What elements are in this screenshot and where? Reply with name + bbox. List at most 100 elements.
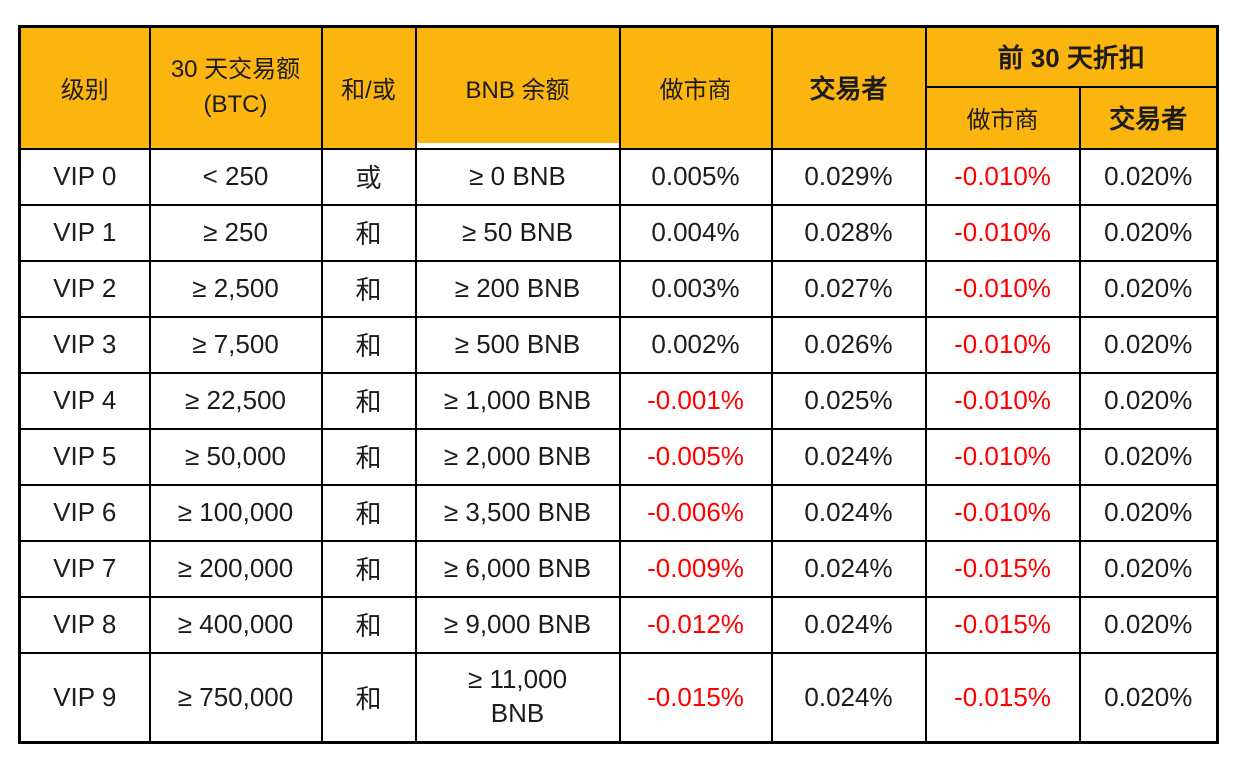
cell-discount-maker-fee: -0.010% bbox=[924, 203, 1081, 262]
cell-volume: ≥ 400,000 bbox=[148, 595, 323, 654]
cell-volume: ≥ 200,000 bbox=[148, 539, 323, 598]
cell-volume: ≥ 100,000 bbox=[148, 483, 323, 542]
header-volume-line1: 30 天交易额 bbox=[170, 55, 301, 83]
cell-volume: ≥ 2,500 bbox=[148, 259, 323, 318]
cell-discount-taker-fee: 0.020% bbox=[1078, 483, 1219, 542]
header-bnb-balance: BNB 余额 bbox=[414, 25, 621, 150]
cell-discount-maker-fee: -0.010% bbox=[924, 315, 1081, 374]
cell-bnb-balance: ≥ 0 BNB bbox=[414, 147, 621, 206]
cell-taker-fee: 0.024% bbox=[770, 539, 927, 598]
cell-level: VIP 5 bbox=[18, 427, 151, 486]
cell-bnb-balance: ≥ 6,000 BNB bbox=[414, 539, 621, 598]
cell-discount-taker-fee: 0.020% bbox=[1078, 315, 1219, 374]
cell-level: VIP 8 bbox=[18, 595, 151, 654]
header-volume-line2: (BTC) bbox=[203, 90, 268, 118]
cell-taker-fee: 0.028% bbox=[770, 203, 927, 262]
cell-and-or: 和 bbox=[320, 483, 417, 542]
cell-discount-maker-fee: -0.015% bbox=[924, 651, 1081, 744]
cell-and-or: 和 bbox=[320, 651, 417, 744]
cell-taker-fee: 0.024% bbox=[770, 483, 927, 542]
cell-discount-maker-fee: -0.010% bbox=[924, 147, 1081, 206]
cell-maker-fee: -0.015% bbox=[618, 651, 773, 744]
header-maker: 做市商 bbox=[618, 25, 773, 150]
cell-discount-taker-fee: 0.020% bbox=[1078, 427, 1219, 486]
cell-level: VIP 9 bbox=[18, 651, 151, 744]
cell-volume: < 250 bbox=[148, 147, 323, 206]
table-row: VIP 3 ≥ 7,500 和 ≥ 500 BNB 0.002% 0.026% … bbox=[18, 315, 1219, 374]
cell-maker-fee: 0.005% bbox=[618, 147, 773, 206]
cell-and-or: 和 bbox=[320, 315, 417, 374]
cell-discount-taker-fee: 0.020% bbox=[1078, 259, 1219, 318]
cell-taker-fee: 0.029% bbox=[770, 147, 927, 206]
cell-taker-fee: 0.024% bbox=[770, 595, 927, 654]
cell-discount-maker-fee: -0.010% bbox=[924, 427, 1081, 486]
table-row: VIP 4 ≥ 22,500 和 ≥ 1,000 BNB -0.001% 0.0… bbox=[18, 371, 1219, 430]
cell-discount-maker-fee: -0.010% bbox=[924, 371, 1081, 430]
cell-maker-fee: -0.012% bbox=[618, 595, 773, 654]
cell-volume: ≥ 250 bbox=[148, 203, 323, 262]
cell-bnb-balance: ≥ 1,000 BNB bbox=[414, 371, 621, 430]
cell-and-or: 和 bbox=[320, 203, 417, 262]
table-header: 级别 30 天交易额 (BTC) 和/或 BNB 余额 做市商 交易者 前 30… bbox=[18, 25, 1219, 150]
table-row: VIP 0 < 250 或 ≥ 0 BNB 0.005% 0.029% -0.0… bbox=[18, 147, 1219, 206]
cell-volume: ≥ 22,500 bbox=[148, 371, 323, 430]
cell-bnb-balance: ≥ 3,500 BNB bbox=[414, 483, 621, 542]
cell-level: VIP 3 bbox=[18, 315, 151, 374]
cell-and-or: 和 bbox=[320, 539, 417, 598]
header-and-or: 和/或 bbox=[320, 25, 417, 150]
cell-discount-maker-fee: -0.010% bbox=[924, 259, 1081, 318]
cell-level: VIP 1 bbox=[18, 203, 151, 262]
cell-maker-fee: -0.001% bbox=[618, 371, 773, 430]
header-discount-taker: 交易者 bbox=[1078, 85, 1219, 150]
cell-discount-maker-fee: -0.015% bbox=[924, 595, 1081, 654]
cell-level: VIP 6 bbox=[18, 483, 151, 542]
cell-maker-fee: 0.003% bbox=[618, 259, 773, 318]
cell-bnb-balance: ≥ 50 BNB bbox=[414, 203, 621, 262]
header-volume: 30 天交易额 (BTC) bbox=[148, 25, 323, 150]
table-row: VIP 9 ≥ 750,000 和 ≥ 11,000 BNB -0.015% 0… bbox=[18, 651, 1219, 744]
cell-taker-fee: 0.027% bbox=[770, 259, 927, 318]
cell-discount-taker-fee: 0.020% bbox=[1078, 651, 1219, 744]
table-row: VIP 7 ≥ 200,000 和 ≥ 6,000 BNB -0.009% 0.… bbox=[18, 539, 1219, 598]
header-discount-maker: 做市商 bbox=[924, 85, 1081, 150]
cell-bnb-balance: ≥ 200 BNB bbox=[414, 259, 621, 318]
cell-maker-fee: -0.009% bbox=[618, 539, 773, 598]
cell-and-or: 和 bbox=[320, 595, 417, 654]
cell-bnb-balance: ≥ 2,000 BNB bbox=[414, 427, 621, 486]
vip-fee-table: 级别 30 天交易额 (BTC) 和/或 BNB 余额 做市商 交易者 前 30… bbox=[18, 25, 1219, 744]
cell-level: VIP 7 bbox=[18, 539, 151, 598]
cell-taker-fee: 0.024% bbox=[770, 651, 927, 744]
cell-discount-taker-fee: 0.020% bbox=[1078, 539, 1219, 598]
cell-maker-fee: -0.005% bbox=[618, 427, 773, 486]
table-row: VIP 1 ≥ 250 和 ≥ 50 BNB 0.004% 0.028% -0.… bbox=[18, 203, 1219, 262]
cell-and-or: 或 bbox=[320, 147, 417, 206]
cell-bnb-balance: ≥ 500 BNB bbox=[414, 315, 621, 374]
cell-volume: ≥ 50,000 bbox=[148, 427, 323, 486]
table-row: VIP 6 ≥ 100,000 和 ≥ 3,500 BNB -0.006% 0.… bbox=[18, 483, 1219, 542]
cell-and-or: 和 bbox=[320, 427, 417, 486]
cell-discount-taker-fee: 0.020% bbox=[1078, 595, 1219, 654]
cell-discount-taker-fee: 0.020% bbox=[1078, 147, 1219, 206]
cell-bnb-balance: ≥ 11,000 BNB bbox=[414, 651, 621, 744]
cell-discount-taker-fee: 0.020% bbox=[1078, 371, 1219, 430]
cell-discount-maker-fee: -0.010% bbox=[924, 483, 1081, 542]
table-row: VIP 8 ≥ 400,000 和 ≥ 9,000 BNB -0.012% 0.… bbox=[18, 595, 1219, 654]
cell-volume: ≥ 7,500 bbox=[148, 315, 323, 374]
cell-volume: ≥ 750,000 bbox=[148, 651, 323, 744]
table-row: VIP 5 ≥ 50,000 和 ≥ 2,000 BNB -0.005% 0.0… bbox=[18, 427, 1219, 486]
header-taker: 交易者 bbox=[770, 25, 927, 150]
cell-maker-fee: 0.002% bbox=[618, 315, 773, 374]
cell-level: VIP 0 bbox=[18, 147, 151, 206]
header-discount-group: 前 30 天折扣 bbox=[924, 25, 1219, 88]
cell-taker-fee: 0.024% bbox=[770, 427, 927, 486]
header-level: 级别 bbox=[18, 25, 151, 150]
table-row: VIP 2 ≥ 2,500 和 ≥ 200 BNB 0.003% 0.027% … bbox=[18, 259, 1219, 318]
cell-maker-fee: -0.006% bbox=[618, 483, 773, 542]
cell-and-or: 和 bbox=[320, 371, 417, 430]
cell-taker-fee: 0.026% bbox=[770, 315, 927, 374]
cell-maker-fee: 0.004% bbox=[618, 203, 773, 262]
cell-taker-fee: 0.025% bbox=[770, 371, 927, 430]
table-body: VIP 0 < 250 或 ≥ 0 BNB 0.005% 0.029% -0.0… bbox=[18, 147, 1219, 744]
cell-discount-maker-fee: -0.015% bbox=[924, 539, 1081, 598]
